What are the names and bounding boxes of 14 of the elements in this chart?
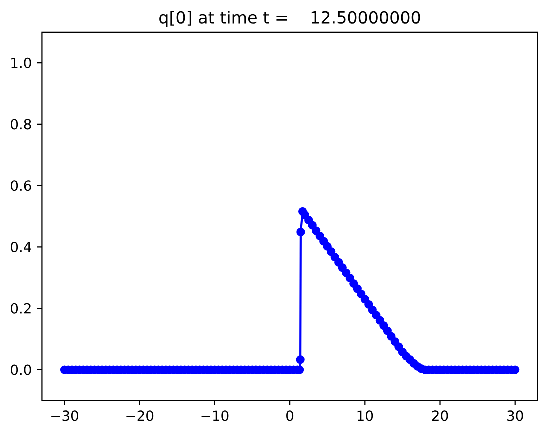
x-tick-label: −10 <box>202 410 229 422</box>
x-tick-label: −20 <box>126 410 154 422</box>
y-tick-label: 0.4 <box>11 242 32 252</box>
x-tick-label: 30 <box>508 410 524 422</box>
y-tick-label: 0.0 <box>11 364 32 376</box>
y-tick-label: 0.6 <box>11 180 32 192</box>
x-tick-label: −30 <box>52 410 78 422</box>
x-tick-label: 10 <box>358 410 374 422</box>
x-tick-label: 0 <box>286 410 294 422</box>
y-tick-label: 0.8 <box>11 119 32 130</box>
y-tick-label: 1.0 <box>12 58 32 68</box>
chart-title: q[0] at time t = 12.50000000 <box>160 11 420 28</box>
y-tick-label: 0.2 <box>11 303 31 314</box>
x-tick-label: 20 <box>432 410 448 422</box>
